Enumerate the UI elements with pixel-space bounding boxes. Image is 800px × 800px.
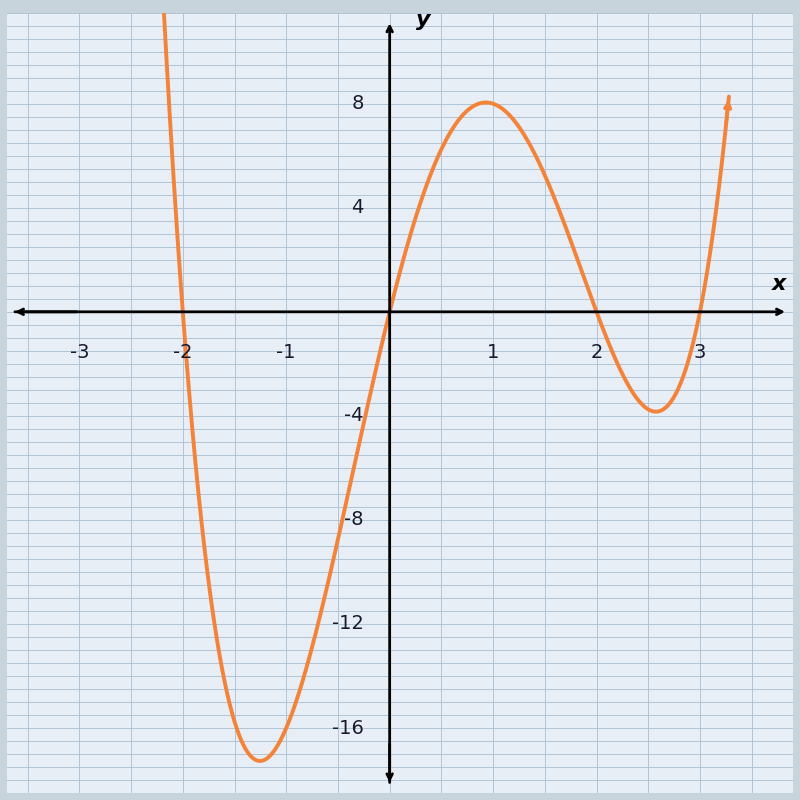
Text: -8: -8 [344, 510, 364, 530]
Text: 2: 2 [590, 343, 602, 362]
Text: 1: 1 [487, 343, 499, 362]
Text: -4: -4 [344, 406, 364, 426]
Text: x: x [772, 274, 786, 294]
Text: -16: -16 [332, 718, 364, 738]
Text: 4: 4 [351, 198, 364, 218]
Text: y: y [415, 10, 430, 30]
Text: -12: -12 [332, 614, 364, 634]
Text: -2: -2 [173, 343, 193, 362]
Text: 3: 3 [694, 343, 706, 362]
Text: -3: -3 [70, 343, 89, 362]
Text: -1: -1 [277, 343, 296, 362]
Text: 8: 8 [351, 94, 364, 114]
